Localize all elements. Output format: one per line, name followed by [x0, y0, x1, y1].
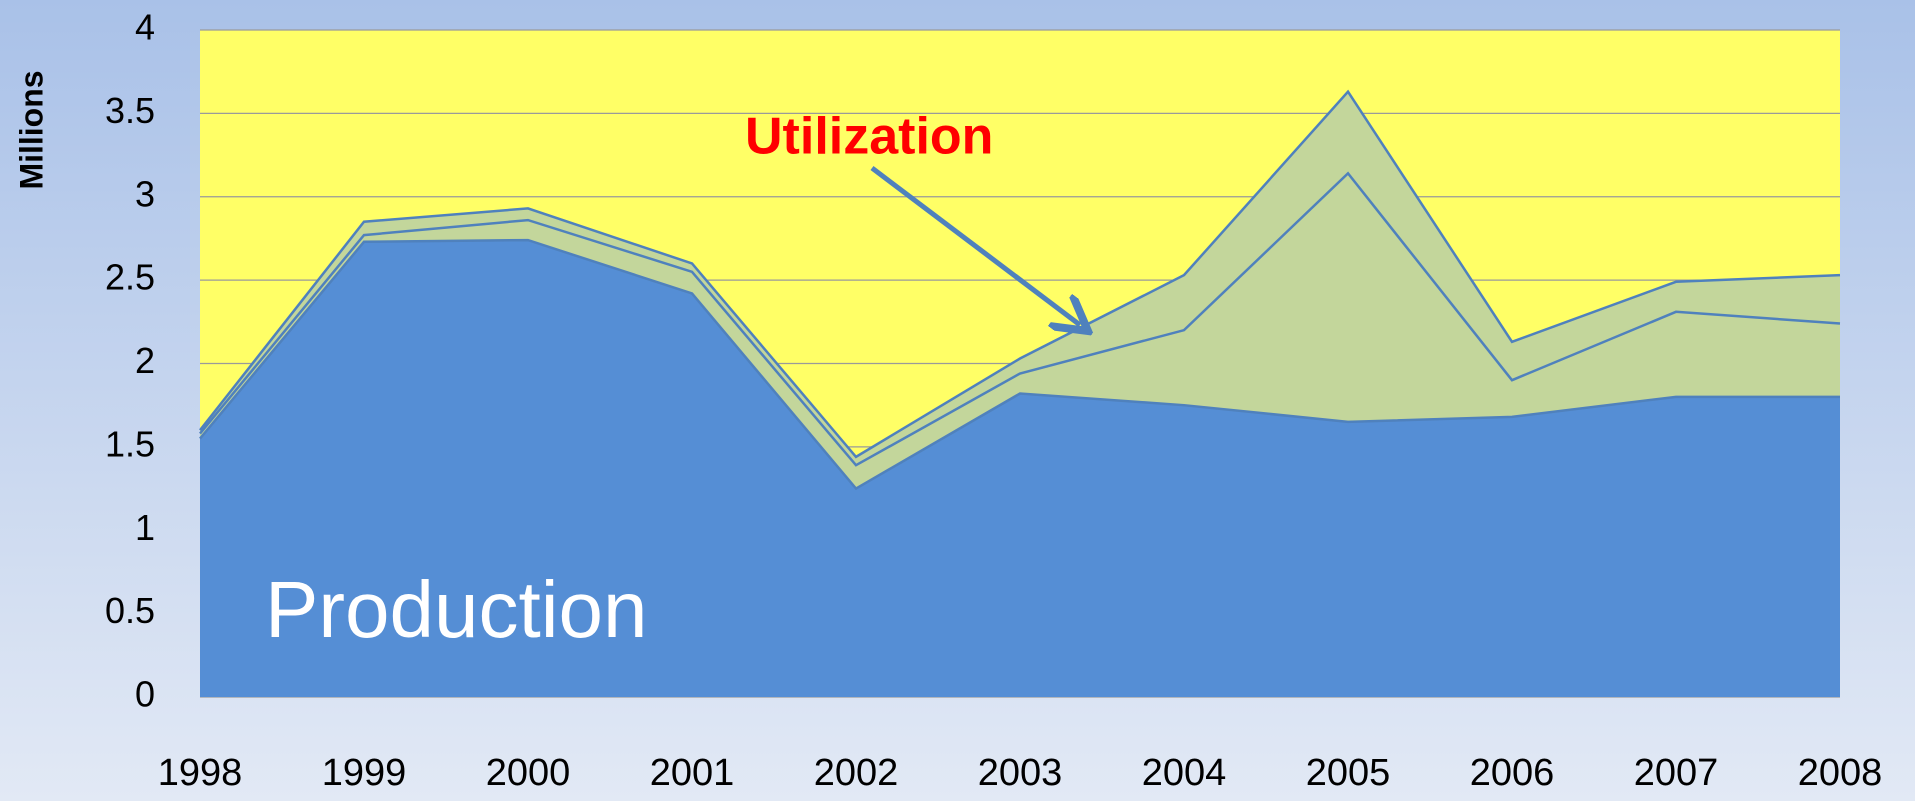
- area-edge: [199, 171, 1841, 467]
- utilization-label: Utilization: [745, 108, 993, 166]
- y-tick-label: 4: [135, 7, 155, 48]
- x-tick-label: 2007: [1634, 752, 1719, 794]
- x-tick-label: 2005: [1306, 752, 1391, 794]
- y-tick-label: 1: [135, 507, 155, 548]
- x-tick-label: 2004: [1142, 752, 1227, 794]
- x-tick-label: 1999: [322, 752, 407, 794]
- x-tick-label: 2006: [1470, 752, 1555, 794]
- x-tick-label: 2003: [978, 752, 1063, 794]
- area: [200, 173, 1840, 489]
- y-tick-label: 2: [135, 340, 155, 381]
- y-tick-label: 3: [135, 173, 155, 214]
- x-tick-label: 2000: [486, 752, 571, 794]
- production-label: Production: [265, 565, 647, 654]
- area: [200, 240, 1840, 698]
- y-tick-label: 1.5: [105, 423, 155, 464]
- x-tick-label: 1998: [158, 752, 243, 794]
- area-edge: [199, 238, 1840, 491]
- x-tick-label: 2002: [814, 752, 899, 794]
- y-tick-label: 0.5: [105, 590, 155, 631]
- y-tick-label: 3.5: [105, 90, 155, 131]
- x-tick-label: 2001: [650, 752, 735, 794]
- y-tick-label: 0: [135, 674, 155, 715]
- area-edge: [199, 89, 1841, 459]
- annotation-arrow: [870, 166, 1080, 325]
- y-tick-label: 2.5: [105, 257, 155, 298]
- x-tick-label: 2008: [1798, 752, 1883, 794]
- y-axis-label: Millions: [13, 70, 49, 189]
